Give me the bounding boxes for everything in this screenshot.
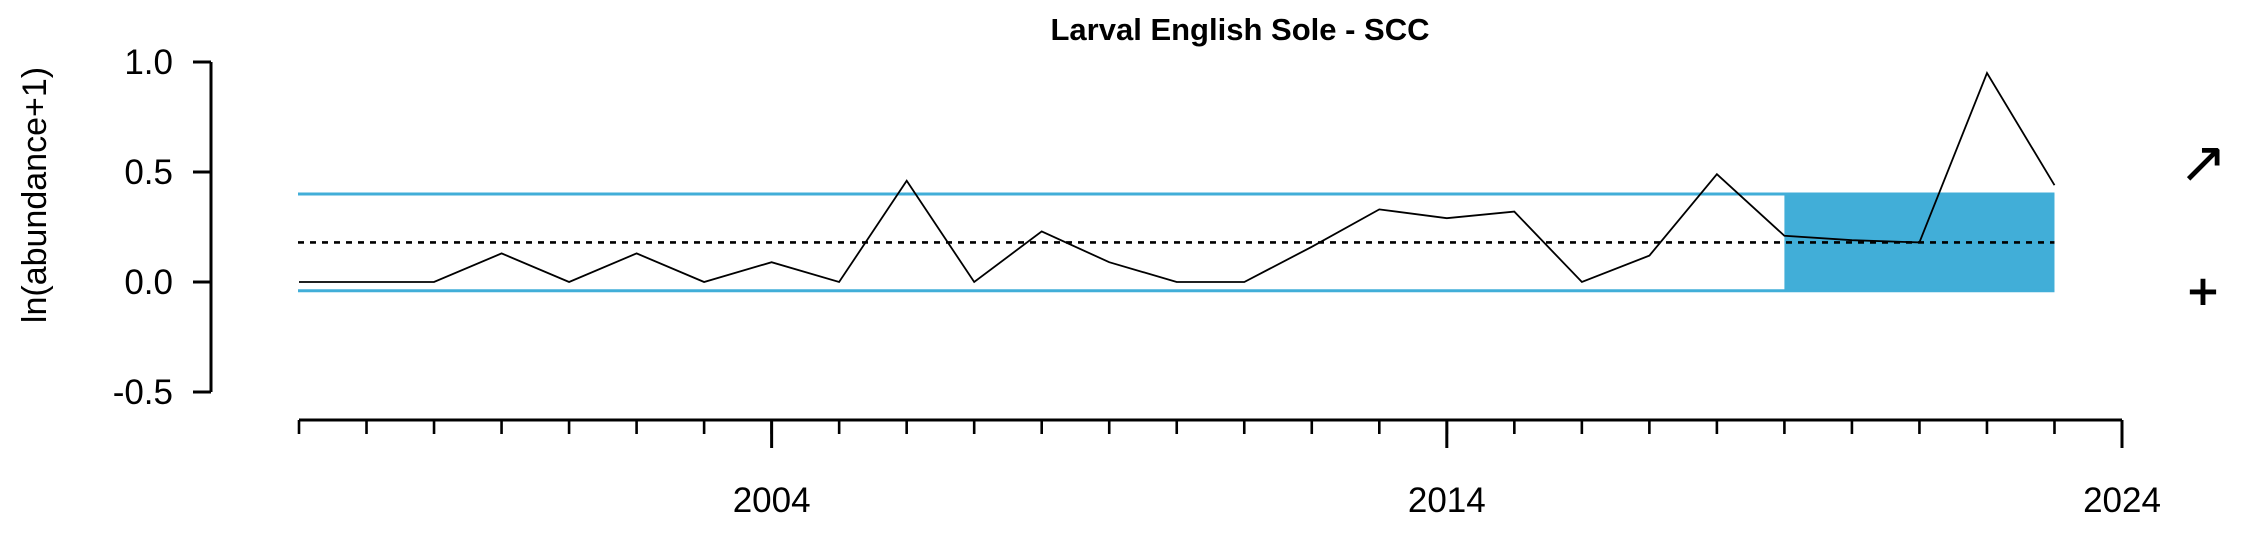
x-tick-label: 2004 — [733, 481, 811, 520]
trend-arrow-icon: ↗ — [2179, 128, 2228, 196]
x-tick-label: 2024 — [2083, 481, 2161, 520]
x-tick-label: 2014 — [1408, 481, 1486, 520]
plot-area — [298, 70, 2056, 293]
series-line — [299, 70, 2056, 284]
y-axis: 1.0 0.5 0.0 -0.5 — [113, 43, 213, 412]
mean-indicator-plus: + — [2185, 266, 2220, 315]
y-tick-label: 0.5 — [124, 153, 173, 192]
y-axis-label: ln(abundance+1) — [16, 67, 54, 323]
x-axis: 2004 2014 2024 — [297, 418, 2161, 520]
y-tick-label: -0.5 — [113, 373, 173, 412]
y-tick-label: 1.0 — [124, 43, 173, 82]
chart-title: Larval English Sole - SCC — [1051, 12, 1430, 47]
y-tick-label: 0.0 — [124, 263, 173, 302]
